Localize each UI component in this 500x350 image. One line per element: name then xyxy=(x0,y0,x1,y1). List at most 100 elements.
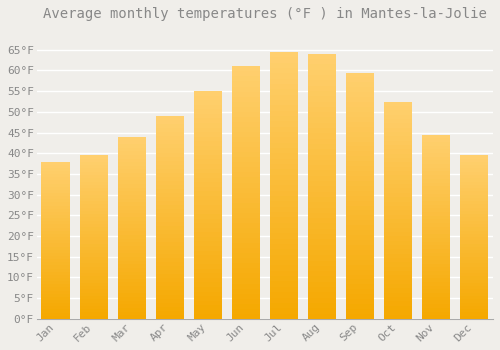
Bar xyxy=(308,96,336,102)
Bar xyxy=(42,316,70,319)
Bar xyxy=(42,275,70,278)
Bar xyxy=(42,250,70,253)
Bar xyxy=(384,293,412,297)
Bar xyxy=(80,204,108,208)
Bar xyxy=(460,168,488,172)
Bar xyxy=(232,127,260,132)
Bar xyxy=(346,92,374,97)
Bar xyxy=(384,284,412,288)
Bar xyxy=(42,212,70,215)
Bar xyxy=(270,116,298,121)
Bar xyxy=(80,208,108,211)
Bar xyxy=(80,182,108,185)
Bar xyxy=(118,308,146,312)
Bar xyxy=(118,173,146,177)
Bar xyxy=(42,268,70,272)
Bar xyxy=(194,114,222,119)
Bar xyxy=(232,294,260,299)
Bar xyxy=(346,274,374,279)
Bar xyxy=(156,201,184,205)
Bar xyxy=(460,253,488,257)
Bar xyxy=(232,273,260,279)
Bar xyxy=(270,84,298,89)
Bar xyxy=(346,255,374,260)
Bar xyxy=(460,270,488,273)
Bar xyxy=(156,136,184,140)
Bar xyxy=(460,247,488,250)
Bar xyxy=(422,146,450,149)
Bar xyxy=(460,302,488,306)
Bar xyxy=(194,191,222,196)
Bar xyxy=(384,232,412,236)
Bar xyxy=(156,205,184,209)
Bar xyxy=(232,76,260,82)
Bar xyxy=(308,75,336,80)
Bar xyxy=(80,221,108,224)
Bar xyxy=(156,185,184,189)
Bar xyxy=(384,171,412,175)
Bar xyxy=(270,105,298,111)
Bar xyxy=(460,286,488,289)
Bar xyxy=(346,235,374,240)
Bar xyxy=(42,193,70,196)
Bar xyxy=(384,197,412,202)
Bar xyxy=(308,192,336,197)
Bar xyxy=(156,230,184,234)
Bar xyxy=(80,309,108,312)
Bar xyxy=(346,230,374,235)
Bar xyxy=(42,215,70,218)
Bar xyxy=(156,132,184,136)
Bar xyxy=(346,161,374,166)
Bar xyxy=(460,306,488,309)
Bar xyxy=(232,309,260,314)
Bar xyxy=(194,173,222,178)
Bar xyxy=(118,250,146,253)
Bar xyxy=(460,257,488,260)
Bar xyxy=(194,237,222,241)
Bar xyxy=(346,77,374,82)
Bar xyxy=(194,232,222,237)
Bar xyxy=(270,217,298,223)
Bar xyxy=(232,304,260,309)
Bar xyxy=(346,107,374,112)
Bar xyxy=(384,262,412,267)
Bar xyxy=(42,209,70,212)
Bar xyxy=(308,314,336,319)
Bar xyxy=(460,195,488,198)
Bar xyxy=(460,293,488,296)
Bar xyxy=(460,178,488,182)
Bar xyxy=(156,254,184,258)
Bar xyxy=(460,198,488,201)
Bar xyxy=(232,92,260,97)
Bar xyxy=(118,231,146,235)
Bar xyxy=(194,305,222,310)
Bar xyxy=(270,89,298,94)
Bar xyxy=(42,218,70,221)
Bar xyxy=(346,176,374,181)
Bar xyxy=(118,217,146,220)
Bar xyxy=(80,217,108,221)
Bar xyxy=(42,262,70,265)
Bar xyxy=(460,250,488,253)
Bar xyxy=(270,292,298,298)
Bar xyxy=(270,201,298,207)
Bar xyxy=(384,149,412,154)
Bar xyxy=(308,245,336,250)
Bar xyxy=(308,155,336,160)
Bar xyxy=(270,63,298,68)
Bar xyxy=(346,112,374,117)
Bar xyxy=(346,309,374,314)
Bar xyxy=(194,260,222,264)
Bar xyxy=(422,142,450,146)
Bar xyxy=(308,250,336,255)
Bar xyxy=(384,180,412,184)
Bar xyxy=(308,54,336,59)
Bar xyxy=(156,286,184,290)
Bar xyxy=(460,231,488,234)
Bar xyxy=(308,86,336,91)
Bar xyxy=(232,177,260,182)
Bar xyxy=(270,308,298,314)
Bar xyxy=(384,123,412,128)
Title: Average monthly temperatures (°F ) in Mantes-la-Jolie: Average monthly temperatures (°F ) in Ma… xyxy=(43,7,487,21)
Bar xyxy=(42,290,70,294)
